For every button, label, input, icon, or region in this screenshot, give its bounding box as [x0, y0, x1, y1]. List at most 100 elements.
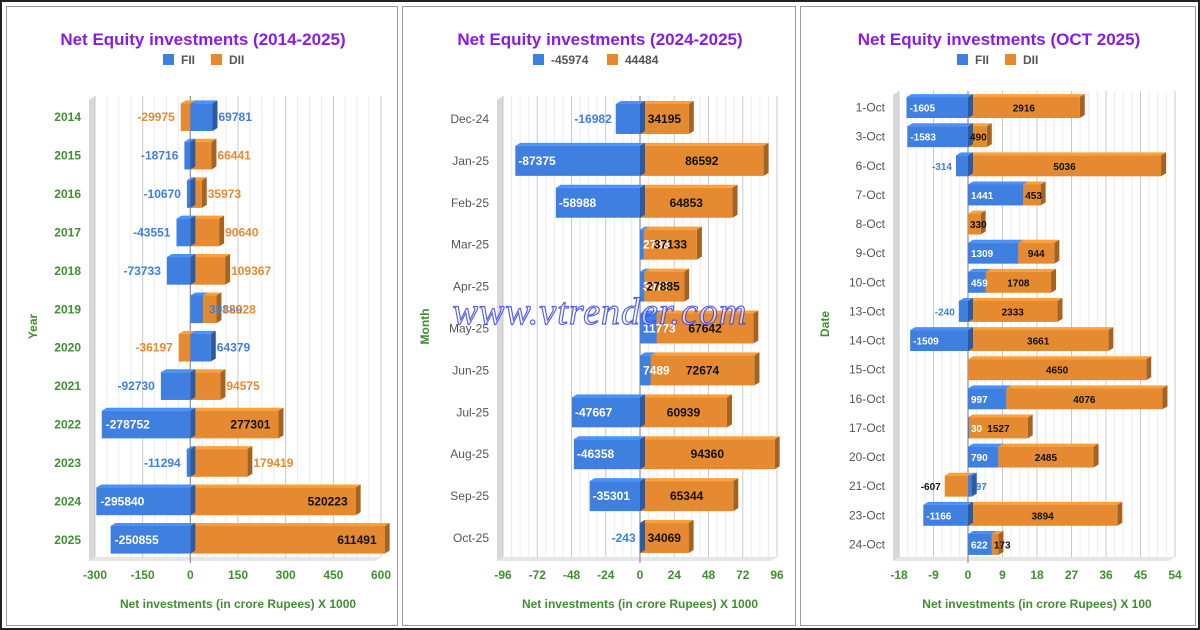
value-label-fii: 997 — [971, 395, 988, 406]
chart-panel-daily: Net Equity investments (OCT 2025) FII DII -… — [800, 6, 1196, 626]
bar-front-face — [968, 155, 1162, 177]
bar-top-face — [644, 268, 690, 272]
bar-top-face — [190, 407, 284, 411]
bar-front-face — [190, 372, 221, 400]
bar-fii — [906, 94, 973, 119]
bar-side-face — [640, 184, 645, 218]
bar-side-face — [247, 446, 253, 477]
bar-front-face — [515, 145, 640, 176]
x-tick-label: 24 — [668, 568, 682, 582]
bar-side-face — [1093, 443, 1099, 468]
category-label: Aug-25 — [450, 447, 489, 461]
bar-front-face — [968, 359, 1147, 381]
x-tick-label: 0 — [637, 568, 644, 582]
bar-dii — [1006, 385, 1168, 410]
bar-top-face — [968, 239, 1024, 243]
category-label: Oct-25 — [453, 531, 489, 545]
category-label: 2018 — [54, 264, 81, 278]
legend-label: FII — [181, 53, 195, 67]
x-tick-label: 48 — [702, 568, 716, 582]
bar-side-face — [968, 297, 973, 322]
category-label: 23-Oct — [849, 508, 886, 522]
value-label-fii: -1509 — [913, 337, 939, 348]
value-label-fii: -1166 — [926, 511, 951, 522]
bar-side-face — [225, 254, 231, 285]
bar-dii — [190, 215, 225, 247]
value-label-dii: 94575 — [226, 379, 260, 393]
chart-panel-monthly: Net Equity investments (2024-2025) -45974… — [402, 6, 796, 626]
value-label-fii: 790 — [971, 453, 988, 464]
x-tick-label: -18 — [890, 568, 908, 582]
bar-top-face — [968, 152, 1167, 156]
value-label-fii: 30 — [971, 424, 983, 435]
bar-side-face — [968, 152, 973, 177]
bar-front-face — [640, 523, 689, 554]
bar-front-face — [910, 330, 968, 352]
bar-dii — [643, 226, 702, 260]
bar-side-face — [278, 407, 284, 439]
value-label-fii: -240 — [935, 307, 955, 318]
value-label-dii: 5036 — [1053, 162, 1076, 173]
bar-front-face — [644, 271, 685, 302]
chart-svg: Net Equity investments (2024-2025) -45974… — [418, 30, 784, 611]
category-label: 16-Oct — [849, 392, 886, 406]
bar-side-face — [971, 472, 977, 497]
bar-top-face — [190, 484, 361, 488]
bar-side-face — [1040, 181, 1046, 206]
bar-front-face — [985, 271, 1052, 293]
bar-front-face — [968, 330, 1109, 352]
bar-front-face — [190, 487, 356, 516]
bar-fii — [184, 138, 196, 170]
chart-floor — [497, 557, 777, 561]
bar-front-face — [968, 533, 992, 555]
bar-side-face — [753, 310, 759, 344]
bar-dii — [968, 356, 1152, 381]
x-tick-label: -24 — [597, 568, 615, 582]
bar-front-face — [1018, 242, 1055, 264]
bar-dii — [190, 369, 226, 400]
bar-front-face — [968, 271, 986, 293]
bar-front-face — [968, 446, 999, 468]
bar-front-face — [640, 271, 645, 302]
legend-label: DII — [1023, 53, 1038, 67]
bar-front-face — [968, 300, 1058, 322]
bar-dii — [1018, 239, 1060, 264]
bar-fii — [166, 254, 196, 285]
legend-swatch-dii — [1005, 54, 1016, 65]
bar-dii — [640, 478, 739, 512]
bar-side-face — [754, 352, 760, 386]
bar-front-face — [640, 103, 689, 134]
bar-top-face — [640, 226, 649, 230]
category-label: 15-Oct — [849, 363, 886, 377]
x-tick-label: 72 — [736, 568, 750, 582]
bar-fii — [589, 478, 645, 512]
bar-side-face — [190, 254, 196, 285]
bar-top-face — [640, 394, 732, 398]
bar-side-face — [1117, 501, 1123, 526]
x-tick-label: -96 — [494, 568, 512, 582]
bar-front-face — [998, 446, 1094, 468]
bar-dii — [969, 414, 1033, 439]
value-label-dii: 4076 — [1073, 395, 1096, 406]
bar-front-face — [640, 355, 651, 386]
category-label: 1-Oct — [856, 101, 886, 115]
bar-top-face — [190, 292, 209, 296]
bar-side-face — [986, 123, 992, 148]
bar-side-face — [1051, 268, 1057, 293]
bar-front-face — [178, 333, 191, 362]
bar-front-face — [190, 525, 385, 554]
value-label-dii: 64853 — [670, 196, 704, 210]
bar-top-face — [176, 215, 196, 219]
category-label: 2017 — [54, 225, 81, 239]
x-axis-title: Net investments (in crore Rupees) X 100 — [922, 597, 1152, 611]
bar-dii — [190, 254, 231, 285]
bar-top-face — [640, 436, 780, 440]
legend-swatch-dii — [211, 54, 222, 65]
bar-side-face — [190, 138, 196, 170]
bar-dii — [644, 268, 690, 302]
bar-side-face — [1027, 414, 1033, 439]
value-label-dii: 2916 — [1013, 104, 1036, 115]
bar-dii — [640, 100, 694, 134]
bar-side-face — [1146, 356, 1152, 381]
category-label: Mar-25 — [451, 238, 489, 252]
